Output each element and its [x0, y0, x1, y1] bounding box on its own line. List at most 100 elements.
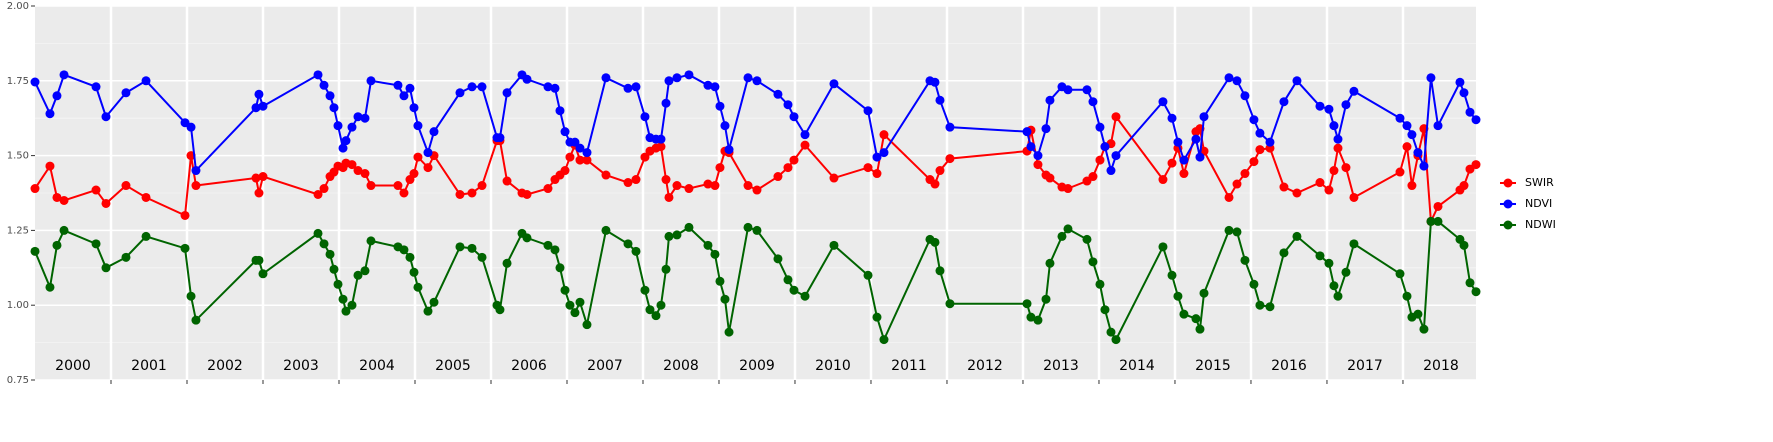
data-point	[191, 181, 201, 191]
data-point	[1063, 224, 1073, 234]
data-point	[467, 243, 477, 253]
data-point	[329, 103, 339, 113]
data-point	[1324, 258, 1334, 268]
data-point	[1158, 242, 1168, 252]
data-point	[353, 112, 363, 122]
data-point	[333, 121, 343, 131]
data-point	[399, 91, 409, 101]
data-point	[101, 112, 111, 122]
data-point	[623, 239, 633, 249]
data-point	[1095, 122, 1105, 132]
data-point	[935, 266, 945, 276]
data-point	[399, 245, 409, 255]
data-point	[1395, 167, 1405, 177]
data-point	[1179, 155, 1189, 165]
data-point	[1199, 288, 1209, 298]
data-point	[640, 112, 650, 122]
data-point	[789, 112, 799, 122]
data-point	[1088, 97, 1098, 107]
data-point	[522, 233, 532, 243]
data-point	[773, 254, 783, 264]
data-point	[715, 276, 725, 286]
data-point	[1095, 155, 1105, 165]
data-point	[313, 70, 323, 80]
data-point	[930, 237, 940, 247]
data-point	[752, 185, 762, 195]
data-point	[575, 143, 585, 153]
data-point	[522, 189, 532, 199]
data-point	[258, 269, 268, 279]
data-point	[1255, 145, 1265, 155]
year-label: 2007	[587, 358, 623, 374]
data-point	[743, 222, 753, 232]
data-point	[724, 145, 734, 155]
data-point	[879, 335, 889, 345]
data-point	[341, 136, 351, 146]
data-point	[872, 169, 882, 179]
year-label: 2016	[1271, 358, 1307, 374]
data-point	[1419, 324, 1429, 334]
data-point	[409, 169, 419, 179]
data-point	[313, 189, 323, 199]
y-tick-label: 1.75	[7, 76, 29, 87]
data-point	[1173, 137, 1183, 147]
data-point	[645, 305, 655, 315]
year-label: 2002	[207, 358, 243, 374]
data-point	[59, 195, 69, 205]
data-point	[601, 225, 611, 235]
data-point	[455, 88, 465, 98]
data-point	[1240, 255, 1250, 265]
data-point	[945, 154, 955, 164]
data-point	[684, 70, 694, 80]
data-point	[601, 73, 611, 83]
data-point	[743, 181, 753, 191]
data-point	[1459, 240, 1469, 250]
data-point	[347, 122, 357, 132]
data-point	[1100, 305, 1110, 315]
year-label: 2005	[435, 358, 471, 374]
data-point	[423, 148, 433, 158]
legend-label: SWIR	[1525, 176, 1554, 189]
data-point	[575, 155, 585, 165]
data-point	[423, 163, 433, 173]
data-point	[1195, 324, 1205, 334]
data-point	[180, 210, 190, 220]
data-point	[1471, 115, 1481, 125]
data-point	[935, 166, 945, 176]
data-point	[703, 80, 713, 90]
data-point	[1413, 148, 1423, 158]
data-point	[186, 122, 196, 132]
data-point	[101, 198, 111, 208]
data-point	[661, 175, 671, 185]
data-point	[1191, 314, 1201, 324]
legend-point	[1503, 199, 1513, 209]
data-point	[1402, 291, 1412, 301]
data-point	[800, 291, 810, 301]
data-point	[1167, 270, 1177, 280]
data-point	[319, 184, 329, 194]
data-point	[59, 70, 69, 80]
data-point	[555, 106, 565, 116]
data-point	[254, 255, 264, 265]
data-point	[502, 176, 512, 186]
data-point	[141, 76, 151, 86]
data-point	[1158, 175, 1168, 185]
data-point	[1459, 181, 1469, 191]
data-point	[399, 188, 409, 198]
data-point	[91, 82, 101, 92]
data-point	[1433, 216, 1443, 226]
data-point	[945, 122, 955, 132]
data-point	[319, 239, 329, 249]
data-point	[1279, 248, 1289, 258]
data-point	[1095, 279, 1105, 289]
data-point	[661, 264, 671, 274]
data-point	[329, 264, 339, 274]
data-point	[752, 225, 762, 235]
data-point	[1022, 127, 1032, 137]
data-point	[872, 152, 882, 162]
year-label: 2011	[891, 358, 927, 374]
data-point	[1045, 95, 1055, 105]
y-tick-label: 1.50	[7, 151, 29, 162]
data-point	[1413, 309, 1423, 319]
data-point	[423, 306, 433, 316]
